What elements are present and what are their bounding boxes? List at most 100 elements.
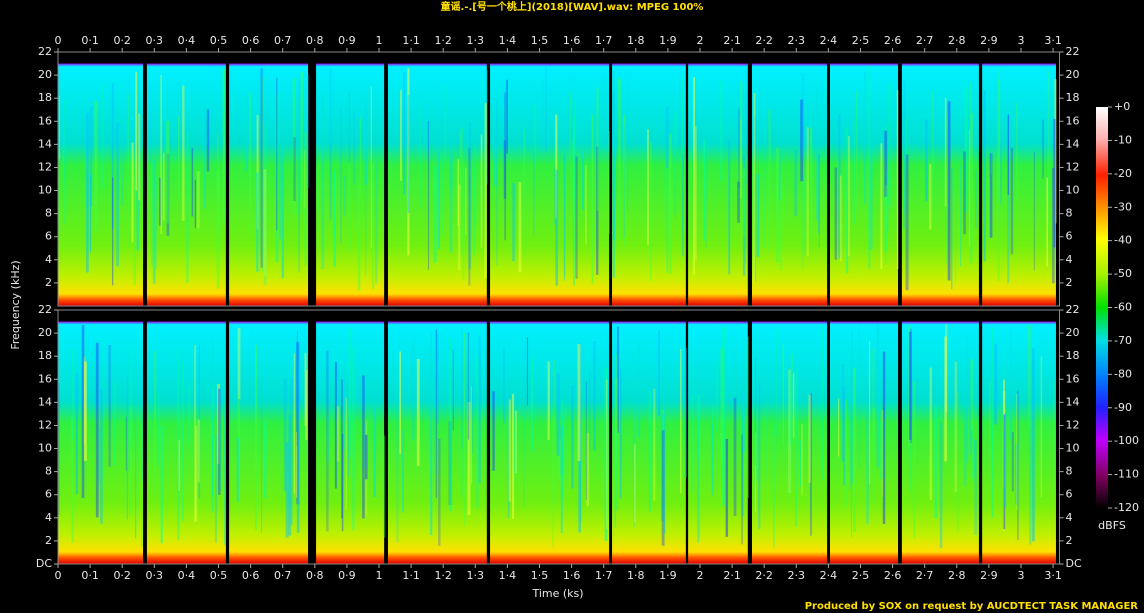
texture — [276, 77, 278, 231]
texture — [872, 408, 876, 462]
texture — [968, 129, 971, 246]
x-tick-label: 1·4 — [499, 569, 517, 582]
track-spectrum — [387, 63, 487, 306]
texture — [433, 166, 437, 263]
texture — [480, 134, 483, 248]
texture — [333, 172, 337, 267]
colorbar-tick-label: -20 — [1114, 167, 1132, 180]
texture — [427, 121, 430, 270]
texture — [913, 381, 916, 539]
y-tick-label: 12 — [1066, 160, 1080, 173]
texture — [149, 82, 151, 164]
texture — [166, 120, 170, 224]
texture — [340, 107, 342, 244]
x-tick-label: 0·1 — [81, 569, 99, 582]
texture — [880, 421, 884, 480]
colorbar-tick-label: -70 — [1114, 334, 1132, 347]
texture — [794, 150, 798, 217]
x-tick-label: 2·1 — [723, 569, 741, 582]
texture — [116, 122, 120, 267]
texture — [131, 142, 134, 243]
texture — [790, 377, 792, 445]
texture — [1033, 151, 1035, 271]
x-tick-label: 0·8 — [306, 569, 324, 582]
texture — [213, 436, 216, 484]
texture — [975, 170, 977, 229]
texture — [1016, 393, 1018, 511]
texture — [457, 159, 460, 226]
y-tick-label: 6 — [1066, 230, 1073, 243]
texture — [298, 98, 301, 215]
texture — [591, 114, 594, 284]
texture — [300, 71, 303, 200]
colorbar-tick-label: -100 — [1114, 434, 1139, 447]
texture — [206, 109, 210, 172]
x-tick-label: 2·5 — [852, 569, 870, 582]
texture — [555, 114, 558, 219]
texture — [989, 381, 991, 480]
texture — [869, 111, 873, 250]
texture — [198, 344, 201, 499]
texture — [1007, 114, 1009, 195]
texture — [459, 131, 461, 240]
texture — [673, 112, 677, 214]
texture — [133, 173, 137, 286]
texture — [236, 437, 239, 502]
colorbar-tick-label: -10 — [1114, 133, 1132, 146]
texture — [292, 78, 296, 216]
x-tick-label: 2·9 — [980, 34, 998, 47]
x-tick-label: 0·7 — [274, 34, 292, 47]
track-spectrum — [316, 321, 385, 564]
texture — [850, 330, 854, 484]
x-tick-label: 2·3 — [788, 34, 806, 47]
texture — [507, 400, 510, 518]
texture — [614, 397, 617, 528]
texture — [467, 332, 470, 440]
texture — [685, 348, 687, 478]
texture — [772, 425, 775, 548]
x-tick-label: 1·6 — [563, 34, 581, 47]
track-spectrum — [829, 63, 899, 306]
texture — [954, 361, 958, 492]
texture — [998, 67, 1000, 195]
texture — [545, 65, 547, 151]
texture — [365, 434, 368, 480]
texture — [216, 133, 219, 250]
y-tick-label: 8 — [45, 465, 52, 478]
texture — [960, 165, 962, 267]
y-tick-label: 10 — [1066, 184, 1080, 197]
texture — [178, 116, 180, 200]
texture — [657, 330, 660, 417]
x-tick-label: 1·8 — [627, 34, 645, 47]
texture — [801, 73, 804, 158]
texture — [436, 333, 439, 425]
track-spectrum — [829, 321, 899, 564]
x-tick-label: 0·2 — [113, 34, 131, 47]
texture — [782, 185, 785, 225]
x-tick-label: 1·5 — [531, 569, 549, 582]
texture — [909, 379, 912, 492]
texture — [711, 405, 714, 492]
texture — [399, 351, 402, 454]
texture — [95, 342, 99, 518]
texture — [496, 100, 498, 266]
texture — [237, 327, 241, 400]
y-tick-label: 22 — [1066, 303, 1080, 316]
texture — [699, 427, 701, 538]
texture — [623, 114, 626, 246]
track-spectrum — [688, 321, 748, 564]
texture — [216, 169, 220, 289]
texture — [615, 428, 619, 511]
texture — [238, 411, 241, 515]
texture — [1003, 413, 1007, 507]
texture — [964, 87, 968, 213]
texture — [295, 431, 298, 498]
colorbar-tick-label: -60 — [1114, 301, 1132, 314]
texture — [1015, 443, 1018, 506]
texture — [799, 440, 802, 487]
texture — [553, 360, 555, 503]
track-spectrum — [751, 63, 828, 306]
x-tick-label: 2·4 — [820, 34, 838, 47]
texture — [444, 85, 446, 168]
texture — [884, 130, 888, 197]
